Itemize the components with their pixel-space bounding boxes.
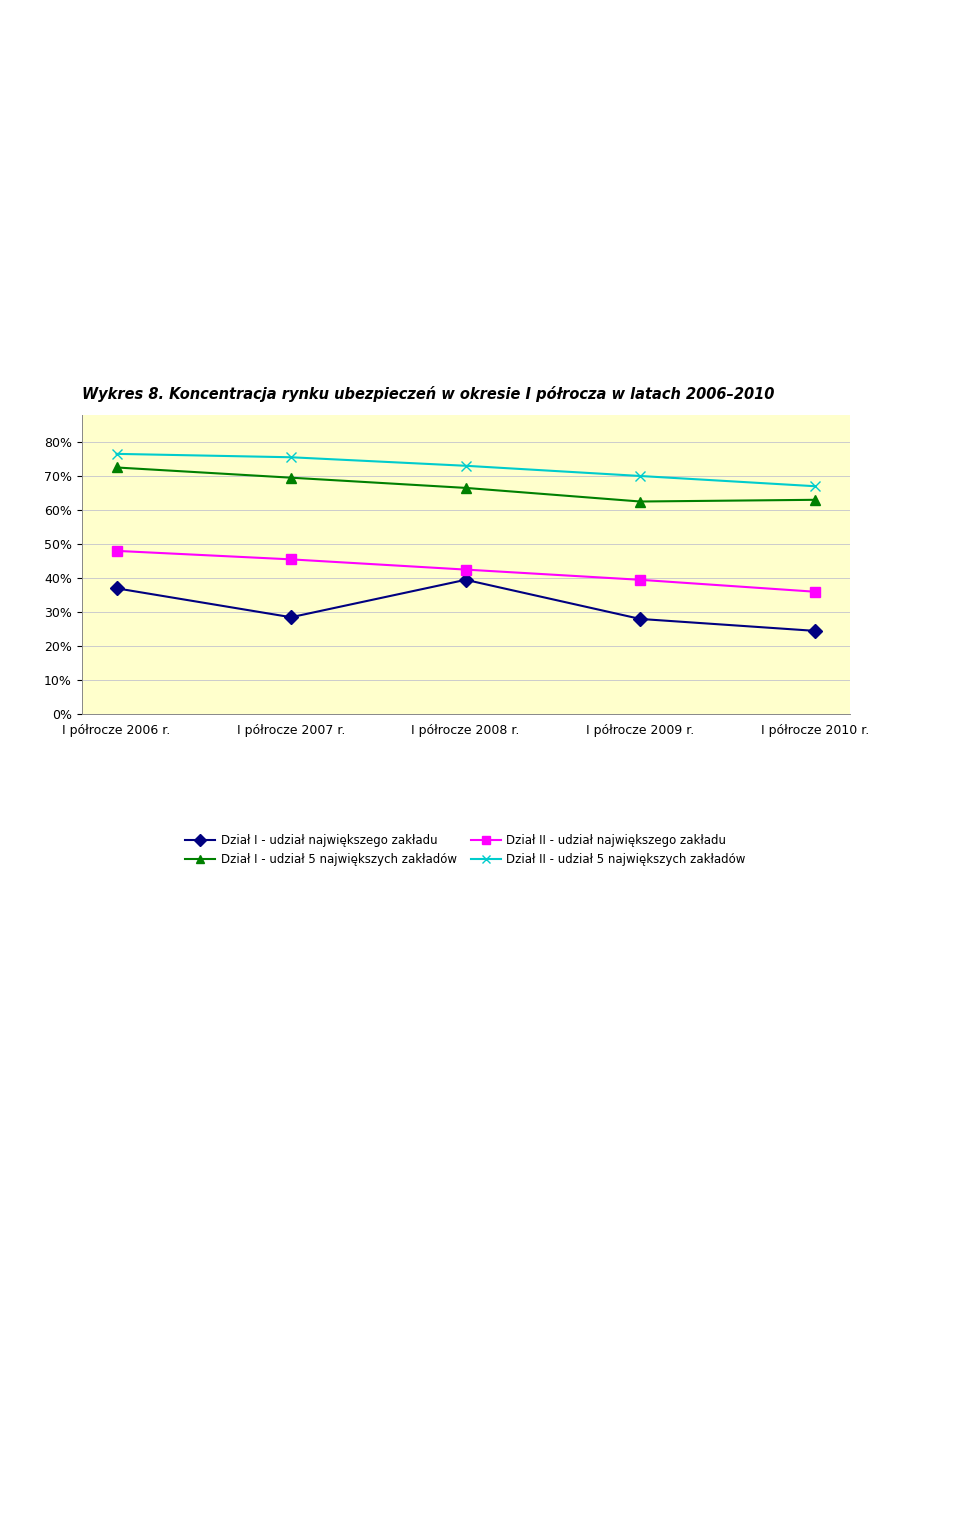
Text: Wykres 8. Koncentracja rynku ubezpieczeń w okresie I półrocza w latach 2006–2010: Wykres 8. Koncentracja rynku ubezpieczeń… xyxy=(82,387,774,402)
Legend: Dział I - udział największego zakładu, Dział I - udział 5 największych zakładów,: Dział I - udział największego zakładu, D… xyxy=(185,834,746,866)
